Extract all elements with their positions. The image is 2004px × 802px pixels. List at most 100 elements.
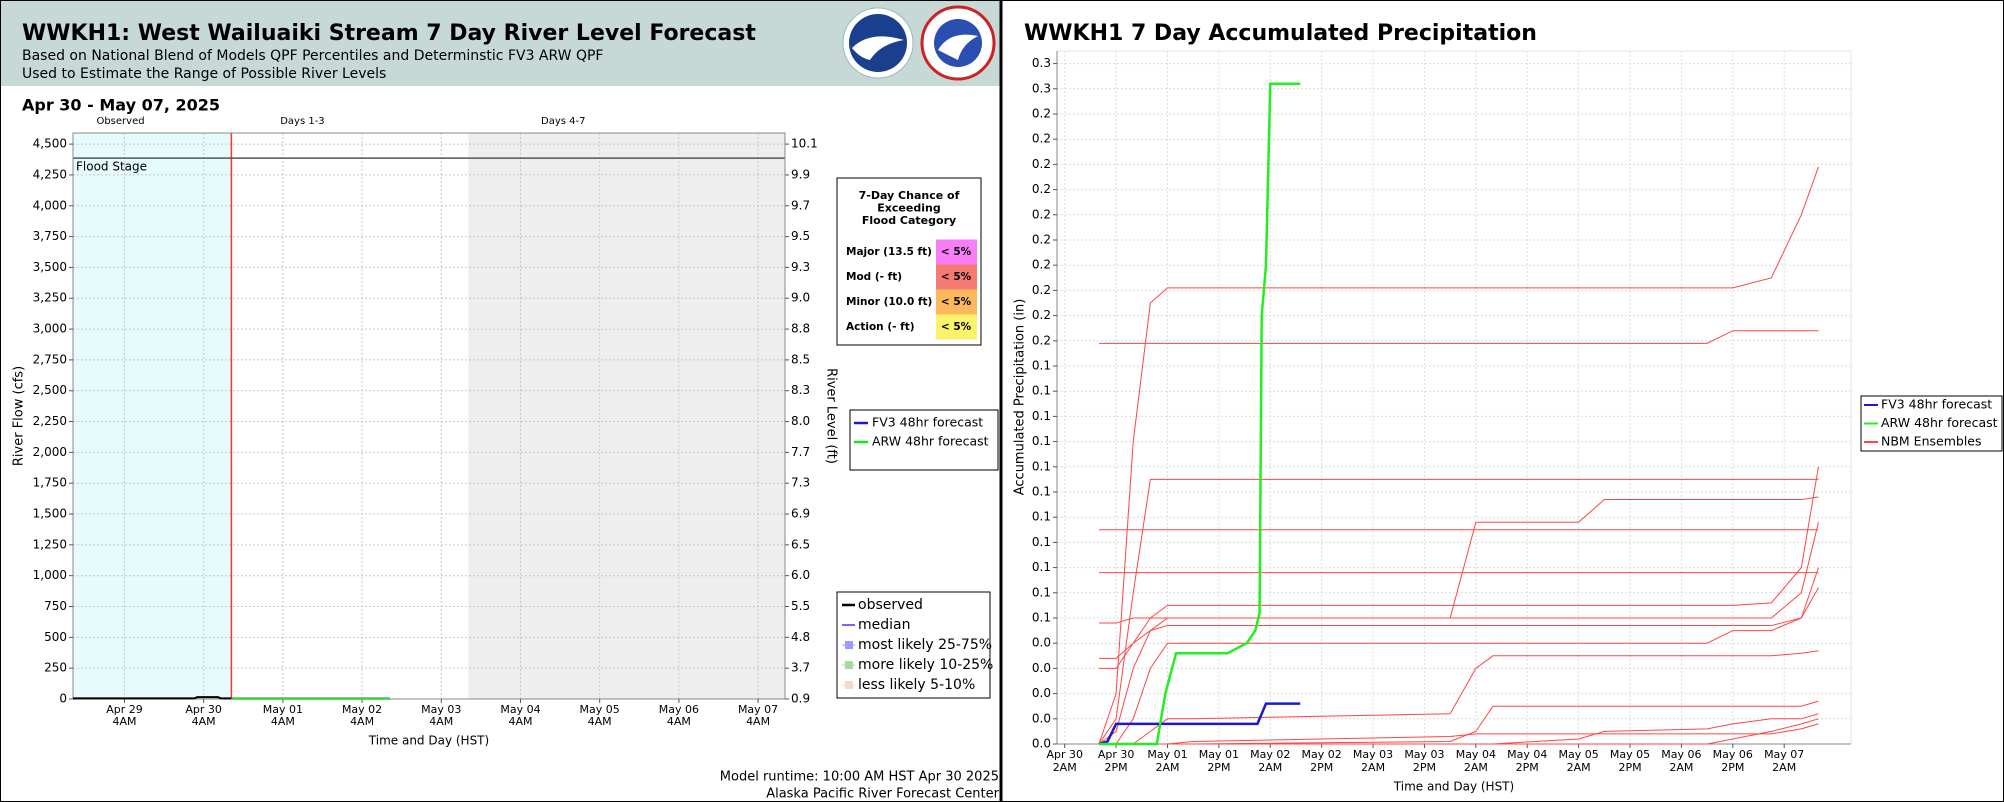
x-tick-label: 4AM [588,715,612,728]
y-tick-label: 0.1 [1032,434,1051,448]
ensemble-line [1098,166,1819,745]
x-tick-label: Apr 30 [1098,748,1135,761]
y-tick-label: 1,500 [33,507,67,521]
flood-category: Major (13.5 ft) [846,246,932,258]
region [231,133,469,699]
y-tick-label: 750 [44,599,67,613]
x-tick-label: May 04 [1507,748,1547,761]
x-tick-label: 2PM [1516,761,1539,774]
x-tick-label: Apr 29 [106,703,143,716]
region-label: Observed [96,116,144,127]
ensemble-line [1098,330,1819,344]
x-tick-label: May 02 [342,703,382,716]
x-tick-label: May 04 [500,703,540,716]
y-tick-label: 0 [59,692,67,706]
y-tick-label: 0.2 [1032,207,1051,221]
y2-tick-label: 9.3 [791,260,810,274]
nws-logo [920,5,996,81]
x-tick-label: May 03 [421,703,461,716]
y-tick-label: 0.3 [1032,81,1051,95]
x-axis-label: Time and Day (HST) [1393,780,1514,794]
x-tick-label: 2AM [1361,761,1385,774]
y2-tick-label: 9.0 [791,291,810,305]
y-tick-label: 0.0 [1032,711,1051,725]
x-tick-label: 2PM [1618,761,1641,774]
y2-tick-label: 0.9 [791,692,810,706]
y-tick-label: 0.2 [1032,283,1051,297]
x-tick-label: May 05 [1610,748,1650,761]
y-tick-label: 0.2 [1032,258,1051,272]
chance-swatch [936,239,977,265]
y-tick-label: 0.1 [1032,409,1051,423]
x-tick-label: 2AM [1772,761,1796,774]
x-tick-label: 4AM [112,715,136,728]
y-axis-label: Accumulated Precipitation (in) [1013,299,1028,496]
x-tick-label: 2AM [1258,761,1282,774]
x-tick-label: 2AM [1053,761,1077,774]
x-tick-label: 2AM [1669,761,1693,774]
x-tick-label: 4AM [429,715,453,728]
y-tick-label: 0.0 [1032,686,1051,700]
y-tick-label: 2,750 [33,352,67,366]
logo-cloud [938,34,978,60]
x-tick-label: 2PM [1207,761,1230,774]
y2-tick-label: 3.7 [791,661,810,675]
y-tick-label: 250 [44,661,67,675]
y-tick-label: 0.1 [1032,359,1051,373]
footer: Model runtime: 10:00 AM HST Apr 30 2025 [720,770,999,785]
x-tick-label: 2PM [1310,761,1333,774]
y2-tick-label: 8.0 [791,414,810,428]
x-tick-label: May 01 [1147,748,1187,761]
y2-tick-label: 8.8 [791,322,810,336]
left-title: WWKH1: West Wailuaiki Stream 7 Day River… [22,21,756,46]
y2-tick-label: 8.3 [791,383,810,397]
y-tick-label: 0.2 [1032,157,1051,171]
x-tick-label: May 06 [1713,748,1753,761]
ensemble-line [1098,567,1819,669]
x-tick-label: May 05 [1558,748,1598,761]
x-tick-label: May 03 [1353,748,1393,761]
x-tick-label: 4AM [746,715,770,728]
y2-tick-label: 4.8 [791,630,810,644]
subtitle: Based on National Blend of Models QPF Pe… [22,48,603,64]
noaa-logo [842,7,914,79]
y-tick-label: 0.2 [1032,182,1051,196]
legend-swatch [845,681,853,689]
x-axis-label: Time and Day (HST) [368,734,489,748]
flood-chance: < 5% [941,246,972,258]
right-title: WWKH1 7 Day Accumulated Precipitation [1024,21,1537,46]
x-tick-label: Apr 30 [185,703,222,716]
flood-table-title: Exceeding [877,202,940,215]
flood-chance: < 5% [941,321,972,333]
series-line [1098,82,1301,746]
x-tick-label: 2AM [1464,761,1488,774]
y-tick-label: 0.1 [1032,585,1051,599]
y-tick-label: 2,500 [33,383,67,397]
legend-label: median [858,617,910,633]
flood-chance: < 5% [941,271,972,283]
y-tick-label: 0.2 [1032,132,1051,146]
x-tick-label: 4AM [508,715,532,728]
legend [849,409,999,471]
x-tick-label: May 02 [1302,748,1342,761]
y-tick-label: 0.2 [1032,107,1051,121]
y-tick-label: 0.0 [1032,636,1051,650]
legend-label: ARW 48hr forecast [1881,415,1998,430]
legend-label: FV3 48hr forecast [1881,397,1992,412]
x-tick-label: 2AM [1567,761,1591,774]
x-tick-label: May 04 [1456,748,1496,761]
ensemble-line [1098,478,1819,745]
y-tick-label: 2,000 [33,445,67,459]
x-tick-label: May 06 [1661,748,1701,761]
x-tick-label: 4AM [271,715,295,728]
flood-table-title: 7-Day Chance of [859,189,960,202]
y-tick-label: 1,250 [33,537,67,551]
y-tick-label: 0.1 [1032,611,1051,625]
y2-tick-label: 6.0 [791,568,810,582]
y-tick-label: 500 [44,630,67,644]
ensemble-line [1098,496,1819,745]
subtitle: Used to Estimate the Range of Possible R… [22,66,386,82]
y-tick-label: 2,250 [33,414,67,428]
